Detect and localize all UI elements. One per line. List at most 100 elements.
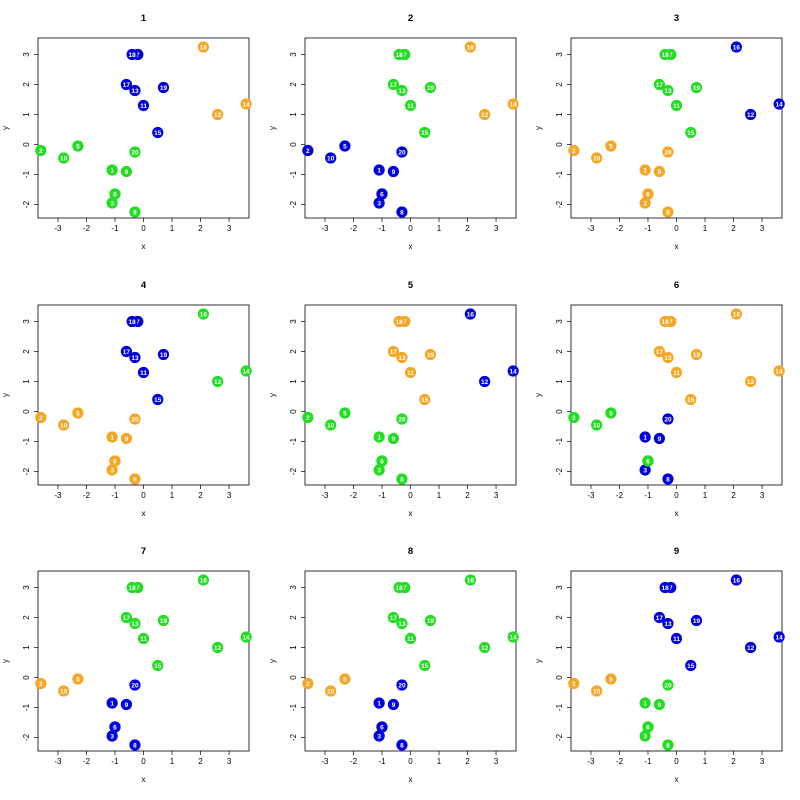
point-label: 7 [403, 585, 407, 592]
y-tick-label: -1 [22, 170, 31, 178]
point-label: 5 [76, 676, 80, 683]
point-label: 15 [687, 397, 695, 404]
data-point [690, 348, 703, 361]
x-tick-label: 2 [198, 757, 203, 766]
data-point [639, 464, 651, 476]
y-tick-label: 1 [289, 112, 298, 117]
x-tick-label: 1 [170, 757, 175, 766]
data-point [109, 188, 121, 200]
point-label: 18 [661, 319, 669, 326]
data-point [129, 351, 141, 364]
point-label: 7 [669, 319, 673, 326]
point-label: 3 [643, 467, 647, 474]
point-label: 13 [398, 88, 406, 95]
data-point [730, 308, 742, 320]
data-point [373, 164, 385, 176]
data-point [479, 108, 491, 121]
data-point [642, 188, 654, 200]
data-point [302, 411, 314, 424]
point-label: 18 [128, 319, 136, 326]
point-label: 6 [113, 458, 117, 465]
point-label: 8 [400, 742, 404, 749]
data-point [639, 164, 651, 176]
data-point [376, 188, 388, 200]
point-label: 20 [131, 682, 139, 689]
point-label: 17 [390, 349, 398, 356]
point-label: 2 [306, 681, 310, 688]
point-label: 15 [154, 397, 162, 404]
y-tick-label: -1 [22, 437, 31, 445]
point-label: 13 [398, 355, 406, 362]
x-tick-label: 3 [227, 491, 232, 500]
point-label: 3 [377, 733, 381, 740]
point-label: 18 [128, 52, 136, 59]
data-point [126, 581, 138, 594]
data-point [35, 677, 47, 690]
point-label: 18 [661, 52, 669, 59]
data-point [685, 126, 697, 139]
y-tick-label: -2 [289, 467, 298, 475]
y-axis-label: y [1, 659, 10, 663]
point-label: 7 [136, 319, 140, 326]
panel-title: 3 [674, 13, 679, 24]
x-axis-label: x [142, 509, 146, 518]
point-label: 10 [60, 422, 68, 429]
point-label: 12 [747, 645, 755, 652]
point-label: 17 [123, 82, 131, 89]
y-tick-label: 2 [289, 82, 298, 87]
data-point [197, 308, 209, 320]
x-tick-label: 0 [408, 224, 413, 233]
data-point [120, 78, 132, 91]
data-point [685, 393, 697, 406]
data-point [376, 721, 388, 733]
data-point [396, 146, 408, 158]
x-tick-label: 2 [465, 757, 470, 766]
y-tick-label: -2 [289, 200, 298, 208]
x-tick-label: 1 [437, 491, 442, 500]
point-label: 8 [133, 476, 137, 483]
chart-panel-1: 1-3-2-10123-2-10123xy1234567891011121314… [1, 13, 252, 251]
x-tick-label: 3 [227, 757, 232, 766]
point-label: 13 [131, 621, 139, 628]
point-label: 2 [39, 415, 43, 422]
data-point [152, 393, 164, 406]
data-point [396, 473, 408, 485]
x-tick-label: 2 [731, 224, 736, 233]
data-point [212, 641, 224, 654]
panel-title: 5 [408, 280, 414, 291]
data-point [120, 611, 132, 624]
data-point [419, 393, 431, 406]
data-point [662, 206, 674, 218]
x-tick-label: -2 [83, 491, 91, 500]
x-tick-label: -1 [378, 491, 386, 500]
y-tick-label: 1 [289, 379, 298, 384]
x-tick-label: 3 [760, 224, 765, 233]
data-point [58, 152, 70, 164]
data-point [393, 315, 405, 328]
y-tick-label: 3 [22, 319, 31, 324]
y-tick-label: 1 [555, 379, 564, 384]
point-label: 20 [131, 416, 139, 423]
data-point [325, 685, 337, 697]
x-tick-label: 1 [170, 491, 175, 500]
plot-frame [37, 37, 250, 219]
x-tick-label: 1 [437, 757, 442, 766]
point-label: 1 [110, 167, 114, 174]
data-point [35, 144, 47, 157]
data-point [197, 574, 209, 586]
point-label: 13 [664, 88, 672, 95]
data-point [419, 659, 431, 672]
data-point [212, 375, 224, 388]
data-point [106, 730, 118, 742]
point-label: 7 [136, 585, 140, 592]
data-point [404, 632, 417, 645]
point-label: 9 [658, 702, 662, 709]
point-label: 20 [664, 149, 672, 156]
y-tick-label: 2 [555, 349, 564, 354]
x-tick-label: 0 [141, 757, 146, 766]
x-tick-label: -3 [587, 224, 595, 233]
point-label: 19 [427, 85, 435, 92]
data-point [662, 679, 674, 691]
data-point [373, 464, 385, 476]
